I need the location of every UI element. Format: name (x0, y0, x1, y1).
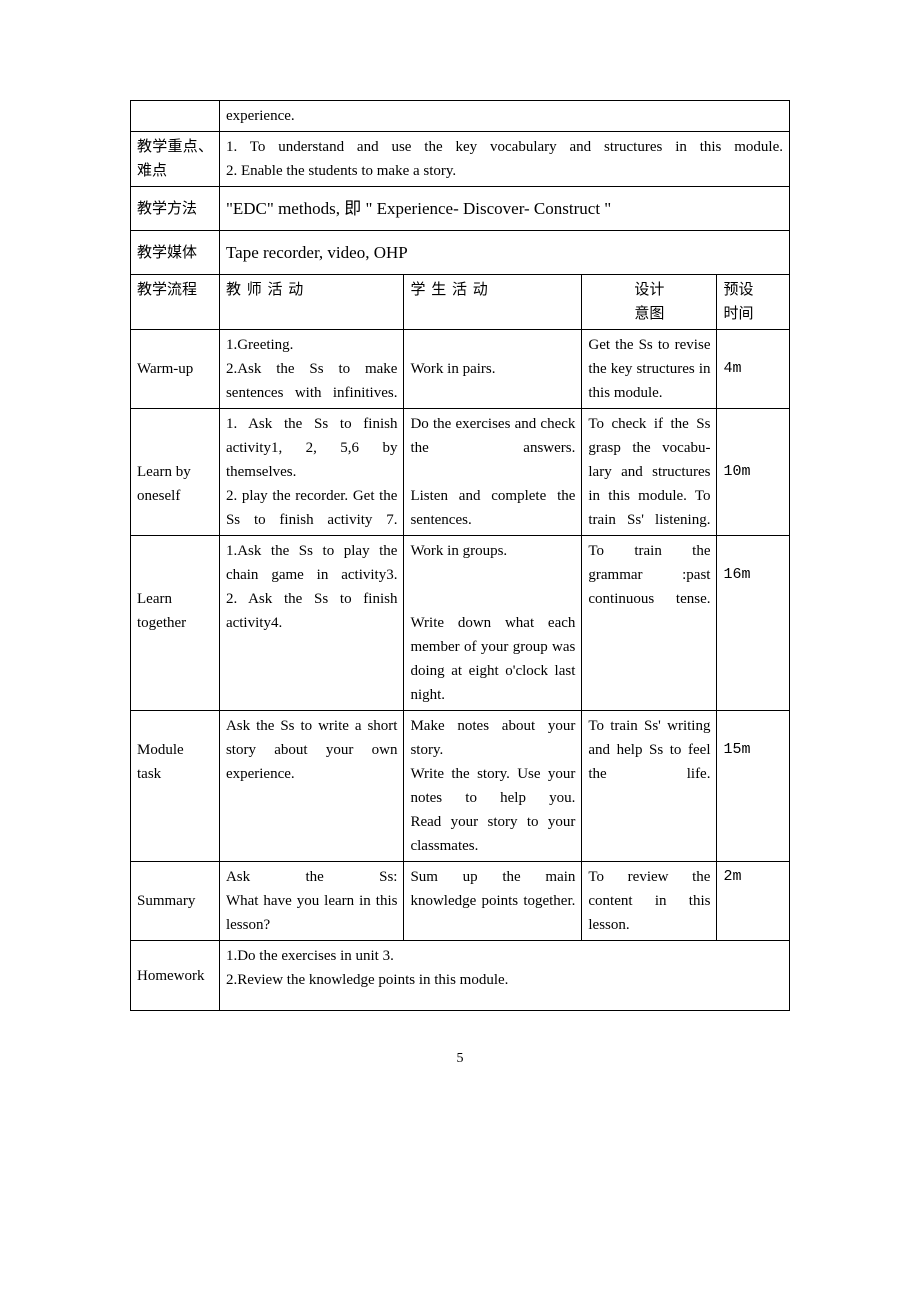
header-intent: 设计 意图 (582, 275, 717, 330)
label-media: 教学媒体 (131, 231, 220, 275)
warmup-label: Warm-up (131, 330, 220, 409)
learntog-teacher: 1.Ask the Ss to play the chain game in a… (219, 536, 404, 711)
header-student: 学 生 活 动 (404, 275, 582, 330)
lesson-plan-table: experience. 教学重点、难点 1. To understand and… (130, 100, 790, 1011)
table-row: 教学重点、难点 1. To understand and use the key… (131, 132, 790, 187)
homework-label: Homework (131, 941, 220, 1011)
experience-cell: experience. (219, 101, 789, 132)
header-flow: 教学流程 (131, 275, 220, 330)
header-time: 预设 时间 (717, 275, 790, 330)
summary-time: 2m (717, 862, 790, 941)
summary-teacher: Ask the Ss: What have you learn in this … (219, 862, 404, 941)
table-row-homework: Homework 1.Do the exercises in unit 3. 2… (131, 941, 790, 1011)
media-content: Tape recorder, video, OHP (219, 231, 789, 275)
table-row-warmup: Warm-up 1.Greeting. 2.Ask the Ss to make… (131, 330, 790, 409)
label-key-points: 教学重点、难点 (131, 132, 220, 187)
table-row: 教学方法 "EDC" methods, 即 " Experience- Disc… (131, 187, 790, 231)
module-intent: To train Ss' writing and help Ss to feel… (582, 711, 717, 862)
warmup-teacher: 1.Greeting. 2.Ask the Ss to make sentenc… (219, 330, 404, 409)
summary-label: Summary (131, 862, 220, 941)
learntog-intent: To train the grammar :past continuous te… (582, 536, 717, 711)
learnself-student: Do the exercises and check the answers. … (404, 409, 582, 536)
warmup-intent: Get the Ss to revise the key structures … (582, 330, 717, 409)
module-label: Module task (131, 711, 220, 862)
learnself-teacher: 1. Ask the Ss to finish activity1, 2, 5,… (219, 409, 404, 536)
module-teacher: Ask the Ss to write a short story about … (219, 711, 404, 862)
methods-content: "EDC" methods, 即 " Experience- Discover-… (219, 187, 789, 231)
table-row-module: Module task Ask the Ss to write a short … (131, 711, 790, 862)
key-points-content: 1. To understand and use the key vocabul… (219, 132, 789, 187)
table-header-row: 教学流程 教 师 活 动 学 生 活 动 设计 意图 预设 时间 (131, 275, 790, 330)
header-teacher: 教 师 活 动 (219, 275, 404, 330)
table-row-summary: Summary Ask the Ss: What have you learn … (131, 862, 790, 941)
homework-content: 1.Do the exercises in unit 3. 2.Review t… (219, 941, 789, 1011)
learnself-label: Learn by oneself (131, 409, 220, 536)
table-row-learntog: Learn together 1.Ask the Ss to play the … (131, 536, 790, 711)
warmup-student: Work in pairs. (404, 330, 582, 409)
module-student: Make notes about your story. Write the s… (404, 711, 582, 862)
learnself-time: 10m (717, 409, 790, 536)
learnself-intent: To check if the Ss grasp the vocabu- lar… (582, 409, 717, 536)
page-number: 5 (130, 1051, 790, 1067)
table-row-learnself: Learn by oneself 1. Ask the Ss to finish… (131, 409, 790, 536)
empty-cell (131, 101, 220, 132)
table-row: 教学媒体 Tape recorder, video, OHP (131, 231, 790, 275)
module-time: 15m (717, 711, 790, 862)
summary-student: Sum up the main knowledge points togethe… (404, 862, 582, 941)
warmup-time: 4m (717, 330, 790, 409)
table-row: experience. (131, 101, 790, 132)
learntog-time: 16m (717, 536, 790, 711)
summary-intent: To review the content in this lesson. (582, 862, 717, 941)
label-methods: 教学方法 (131, 187, 220, 231)
learntog-label: Learn together (131, 536, 220, 711)
learntog-student: Work in groups. Write down what each mem… (404, 536, 582, 711)
